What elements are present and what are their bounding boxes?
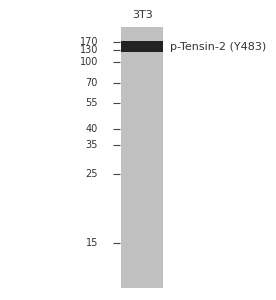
Text: 3T3: 3T3 bbox=[132, 10, 153, 20]
Text: 25: 25 bbox=[86, 169, 98, 179]
Text: 55: 55 bbox=[86, 98, 98, 108]
Text: 170: 170 bbox=[79, 37, 98, 47]
Bar bbox=[121, 27, 163, 288]
Bar bbox=[121, 41, 163, 52]
Text: 40: 40 bbox=[86, 124, 98, 134]
Text: p-Tensin-2 (Y483): p-Tensin-2 (Y483) bbox=[170, 41, 266, 52]
Text: 15: 15 bbox=[86, 238, 98, 248]
Text: 130: 130 bbox=[79, 45, 98, 56]
Text: 35: 35 bbox=[86, 140, 98, 150]
Text: 70: 70 bbox=[86, 78, 98, 88]
Text: 100: 100 bbox=[79, 57, 98, 67]
